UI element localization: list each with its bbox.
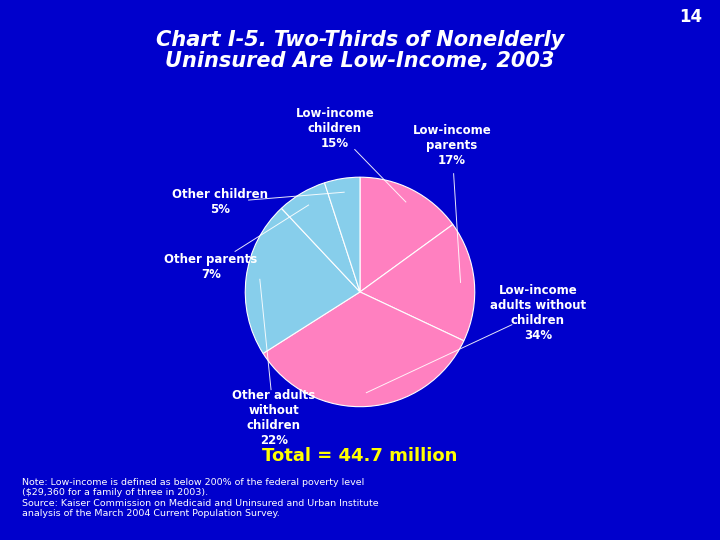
Wedge shape — [360, 177, 453, 292]
Wedge shape — [246, 208, 360, 353]
Text: 14: 14 — [679, 8, 702, 26]
Wedge shape — [263, 292, 464, 407]
Text: Other children
5%: Other children 5% — [172, 188, 268, 217]
Wedge shape — [360, 225, 474, 341]
Text: Chart I-5. Two-Thirds of Nonelderly: Chart I-5. Two-Thirds of Nonelderly — [156, 30, 564, 50]
Text: Low-income
children
15%: Low-income children 15% — [295, 107, 374, 151]
Text: Uninsured Are Low-Income, 2003: Uninsured Are Low-Income, 2003 — [166, 51, 554, 71]
Text: Note: Low-income is defined as below 200% of the federal poverty level
($29,360 : Note: Low-income is defined as below 200… — [22, 478, 378, 518]
Wedge shape — [325, 177, 360, 292]
Text: Low-income
parents
17%: Low-income parents 17% — [413, 124, 491, 166]
Wedge shape — [282, 183, 360, 292]
Text: Low-income
adults without
children
34%: Low-income adults without children 34% — [490, 284, 586, 342]
Text: Total = 44.7 million: Total = 44.7 million — [262, 447, 458, 465]
Text: Other adults
without
children
22%: Other adults without children 22% — [233, 389, 315, 447]
Text: Other parents
7%: Other parents 7% — [164, 253, 258, 281]
